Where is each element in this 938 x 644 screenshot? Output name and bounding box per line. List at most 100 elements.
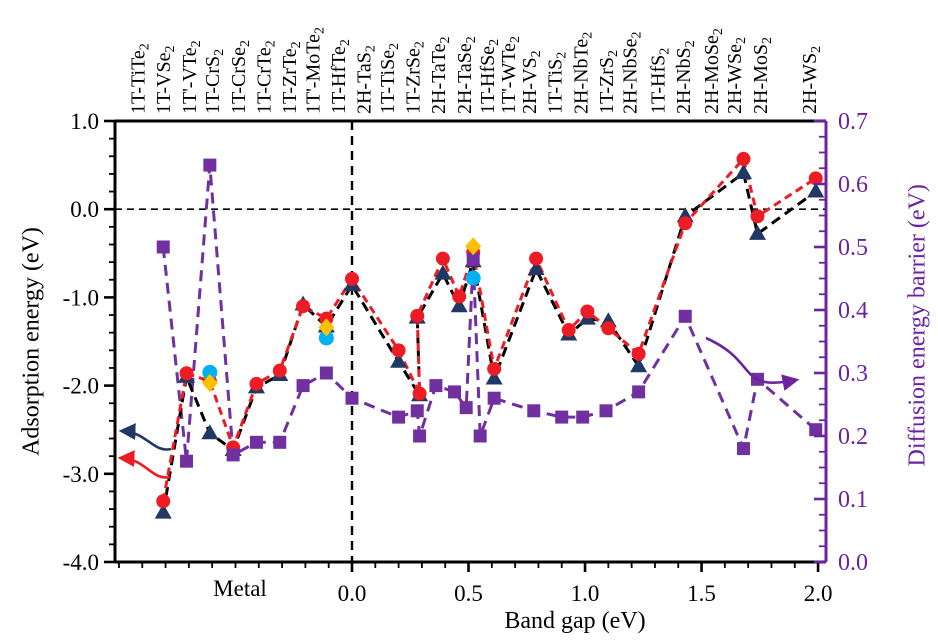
data-point <box>736 151 751 166</box>
y-right-tick-label: 0.3 <box>838 361 868 387</box>
data-point <box>809 423 823 437</box>
y-left-tick-label: -4.0 <box>63 550 99 575</box>
data-point <box>466 253 480 267</box>
data-point <box>678 216 693 231</box>
y-left-tick-label: -2.0 <box>63 374 99 399</box>
data-point <box>599 404 613 418</box>
data-point <box>576 410 590 424</box>
data-point <box>318 330 334 346</box>
x-tick-label: 0.5 <box>454 581 483 606</box>
data-point <box>527 404 541 418</box>
data-point <box>527 260 545 276</box>
material-label: 1T'-VTe2 <box>179 40 204 114</box>
data-point <box>459 401 473 415</box>
data-point <box>448 385 462 399</box>
y-axis-right: 0.7 0.6 0.5 0.4 0.3 0.2 0.1 0.0 <box>814 109 868 576</box>
y-right-tick-label: 0.7 <box>838 109 868 135</box>
y-left-tick-label: 1.0 <box>70 109 99 134</box>
data-point <box>580 304 595 319</box>
data-point <box>807 182 825 198</box>
material-label: 1T-ZrSe2 <box>403 41 428 114</box>
data-point <box>748 224 766 240</box>
material-label: 2H-WSe2 <box>724 37 749 114</box>
y-left-tick-label: -3.0 <box>63 462 99 487</box>
data-point <box>487 361 502 376</box>
series-line-adsorption-energy-red <box>161 155 817 502</box>
data-point <box>201 373 218 392</box>
series-markers-adsorption-energy-red <box>156 151 823 509</box>
material-label: 1T-HfTe2 <box>328 39 353 114</box>
data-point <box>273 435 287 449</box>
material-label: 1T-VSe2 <box>153 46 178 114</box>
y-right-tick-label: 0.1 <box>838 487 868 513</box>
data-point <box>601 321 616 336</box>
data-point <box>410 404 424 418</box>
data-point <box>450 297 468 313</box>
material-label: 1T-HfS2 <box>647 48 672 114</box>
series-markers-diffusion-energy-barrier <box>156 158 823 468</box>
data-point <box>201 424 219 440</box>
data-point <box>737 442 751 456</box>
data-point <box>429 379 443 393</box>
data-point <box>156 240 170 254</box>
data-point <box>808 171 823 186</box>
material-label: 2H-WS2 <box>799 46 824 114</box>
data-point <box>345 391 359 405</box>
data-point <box>392 410 406 424</box>
data-point <box>390 352 408 368</box>
adsorption-axis-arrow-navy <box>118 423 172 451</box>
x-tick-label: 1.5 <box>687 581 716 606</box>
reference-lines <box>115 121 826 562</box>
data-point <box>413 429 427 443</box>
data-point <box>678 309 692 323</box>
series-markers-adsorption-energy-cyan-sites <box>202 270 481 380</box>
y-right-tick-label: 0.2 <box>838 424 868 450</box>
material-label: 1T-CrSe2 <box>228 40 253 114</box>
material-label: 2H-NbTe2 <box>570 32 595 114</box>
adsorption-axis-arrow-red <box>117 450 171 479</box>
data-point <box>249 435 263 449</box>
data-point <box>202 364 218 380</box>
axis-spines <box>113 119 828 564</box>
data-point <box>561 323 576 338</box>
data-point <box>631 346 646 361</box>
data-point <box>156 494 171 509</box>
data-point <box>226 448 240 462</box>
data-point <box>249 376 264 391</box>
material-label: 2H-VS2 <box>519 50 544 114</box>
y-right-tick-label: 0.6 <box>838 172 868 198</box>
material-label: 2H-NbS2 <box>673 40 698 114</box>
data-point <box>154 503 172 519</box>
material-label: 1T-CrS2 <box>202 49 227 114</box>
material-label: 2H-TaSe2 <box>454 36 479 114</box>
material-label: 2H-MoS2 <box>750 37 775 114</box>
x-axis: 0.0 0.5 1.0 1.5 2.0 <box>118 562 833 606</box>
x-tick-label: 1.0 <box>571 581 600 606</box>
material-label: 1T-HfSe2 <box>477 39 502 114</box>
data-point <box>318 318 335 337</box>
data-point <box>485 369 503 385</box>
material-label: 1T-TiSe2 <box>377 43 402 114</box>
data-point <box>180 454 194 468</box>
data-point <box>391 343 406 358</box>
material-label: 1T'-WTe2 <box>498 36 523 114</box>
material-label: 2H-TaTe2 <box>428 37 453 115</box>
material-label: 1T-ZrS2 <box>596 50 621 114</box>
y-right-tick-label: 0.5 <box>838 235 868 261</box>
y-right-tick-label: 0.4 <box>838 298 868 324</box>
data-point <box>435 251 450 266</box>
y-right-tick-label: 0.0 <box>838 550 868 576</box>
y-left-tick-label: 0.0 <box>70 197 99 222</box>
data-point <box>412 386 427 401</box>
x-tick-label: 2.0 <box>804 581 833 606</box>
data-point <box>735 164 753 180</box>
data-point <box>296 379 310 393</box>
data-point <box>296 299 311 314</box>
data-point <box>632 385 646 399</box>
data-point <box>465 237 482 256</box>
data-point <box>473 429 487 443</box>
data-point <box>452 289 467 304</box>
